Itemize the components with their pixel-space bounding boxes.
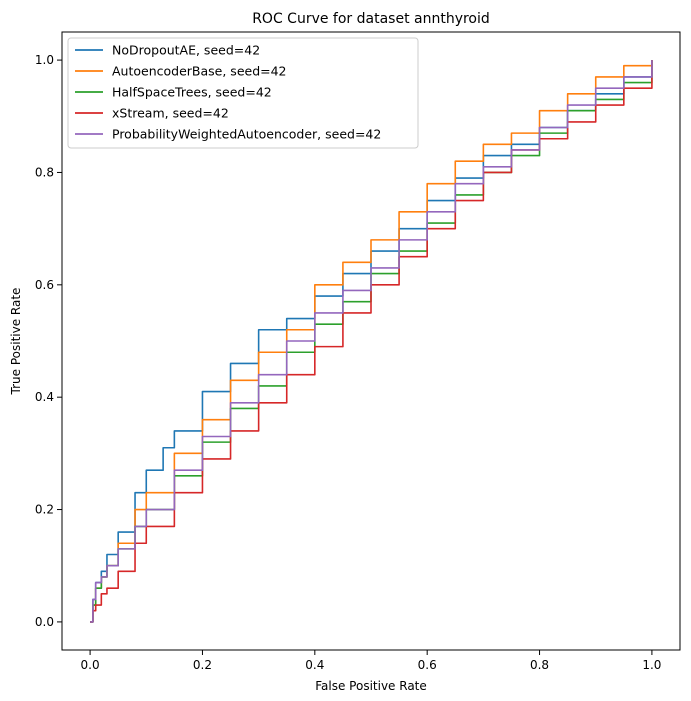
plot-area <box>61 31 681 651</box>
y-axis: 0.0 0.2 0.4 0.6 0.8 1.0 <box>35 53 62 629</box>
y-tick-label: 0.0 <box>35 615 54 629</box>
x-tick-label: 0.0 <box>81 658 100 672</box>
y-tick-label: 0.2 <box>35 503 54 517</box>
y-axis-label: True Positive Rate <box>9 288 23 396</box>
y-tick-label: 1.0 <box>35 53 54 67</box>
legend-label-1: AutoencoderBase, seed=42 <box>112 64 287 79</box>
legend-label-3: xStream, seed=42 <box>112 106 229 121</box>
y-tick-label: 0.4 <box>35 390 54 404</box>
x-axis: 0.0 0.2 0.4 0.6 0.8 1.0 <box>81 650 661 672</box>
x-tick-label: 0.2 <box>193 658 212 672</box>
legend-label-4: ProbabilityWeightedAutoencoder, seed=42 <box>112 127 381 142</box>
axes-frame <box>61 31 681 651</box>
legend-label-0: NoDropoutAE, seed=42 <box>112 43 260 58</box>
x-tick-label: 1.0 <box>642 658 661 672</box>
y-tick-label: 0.8 <box>35 165 54 179</box>
x-tick-label: 0.8 <box>530 658 549 672</box>
x-axis-label: False Positive Rate <box>315 679 427 693</box>
legend-box <box>67 37 419 149</box>
legend: NoDropoutAE, seed=42 AutoencoderBase, see… <box>67 37 419 149</box>
x-tick-label: 0.6 <box>418 658 437 672</box>
series-line-4 <box>90 60 653 623</box>
y-tick-label: 0.6 <box>35 278 54 292</box>
chart-title: ROC Curve for dataset annthyroid <box>252 11 490 27</box>
series-layer <box>90 60 653 623</box>
legend-label-2: HalfSpaceTrees, seed=42 <box>112 85 272 100</box>
x-tick-label: 0.4 <box>305 658 324 672</box>
